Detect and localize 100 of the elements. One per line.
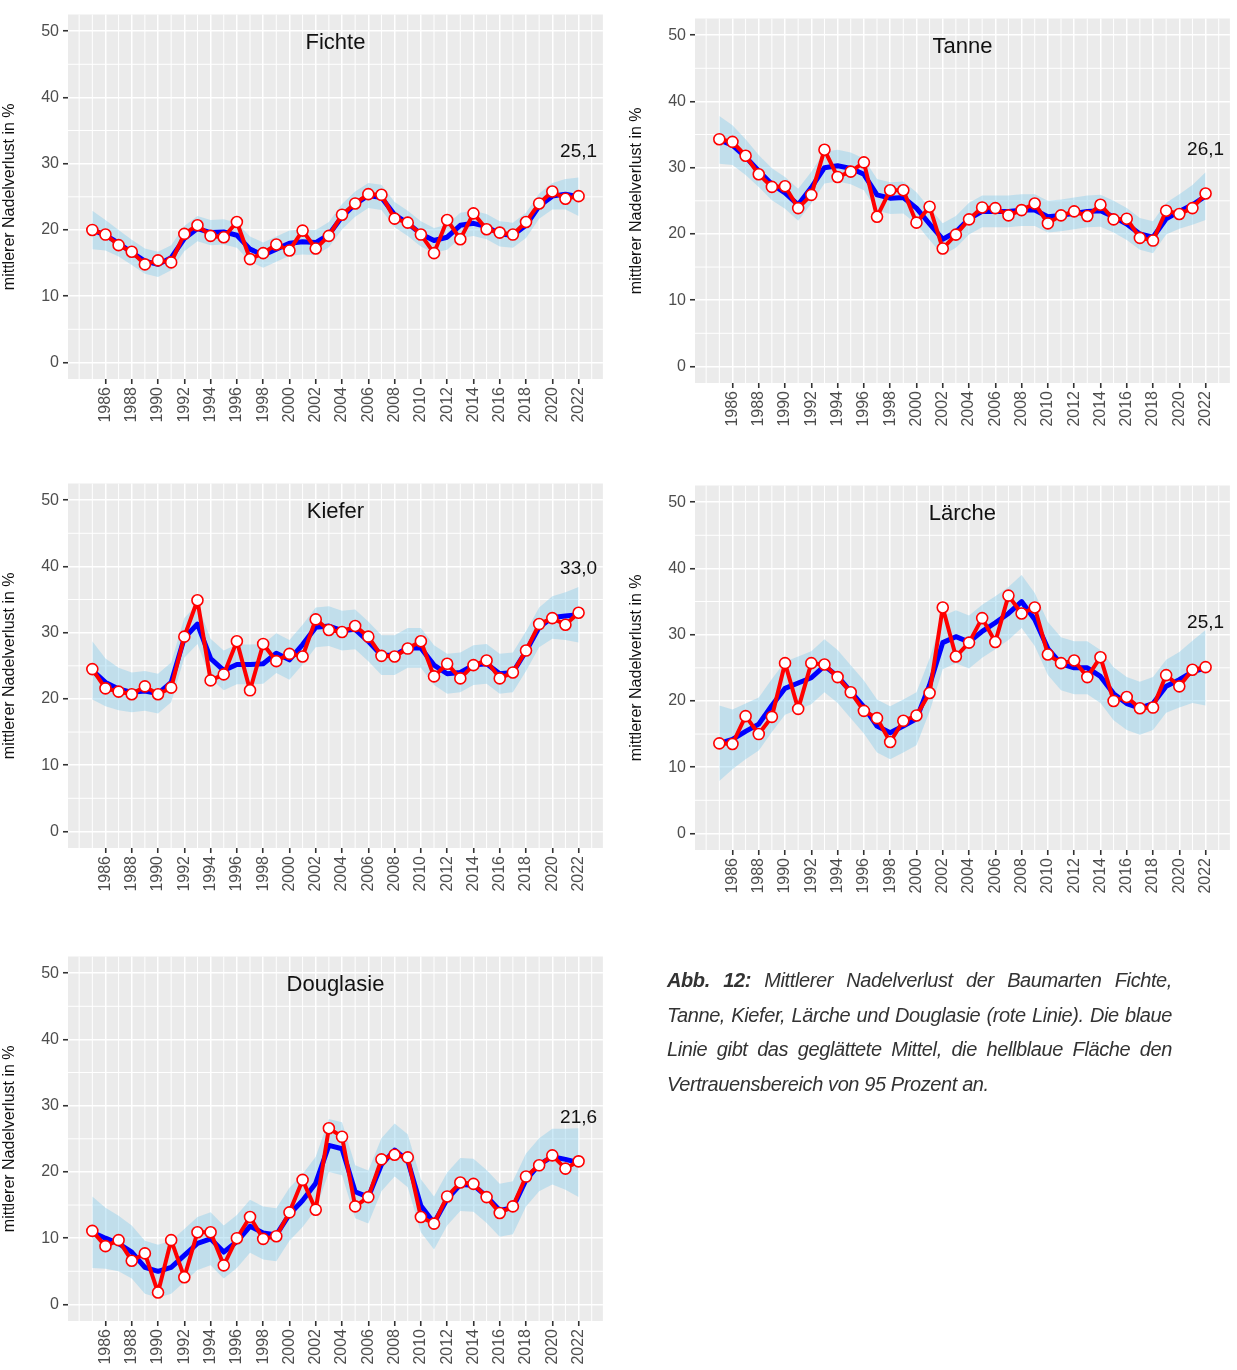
x-tick-label: 2008: [385, 855, 402, 892]
x-tick-label: 2018: [1143, 390, 1161, 427]
x-tick-label: 2002: [306, 386, 324, 423]
x-tick-label: 1986: [95, 1328, 113, 1365]
point: [519, 644, 533, 657]
point: [1081, 670, 1094, 684]
y-tick-label: 0: [50, 1294, 60, 1312]
y-tick-label: 30: [41, 623, 60, 641]
point: [388, 1148, 401, 1161]
point: [230, 215, 244, 229]
y-tick-label: 40: [41, 1029, 60, 1047]
x-tick-label: 2006: [985, 857, 1003, 894]
point: [454, 672, 467, 685]
point: [401, 642, 415, 655]
x-tick-label: 1998: [253, 386, 271, 423]
x-tick-label: 2012: [1064, 390, 1082, 427]
x-tick-label: 2004: [959, 390, 977, 427]
x-tick-label: 2000: [279, 386, 297, 423]
point: [414, 228, 428, 241]
y-tick-label: 20: [41, 689, 60, 707]
x-tick-label: 2012: [437, 855, 455, 892]
y-tick-label: 0: [677, 356, 687, 374]
point: [506, 666, 520, 679]
point: [1120, 212, 1134, 225]
data-label: 33,0: [560, 557, 598, 579]
point: [1107, 213, 1120, 226]
point: [1041, 648, 1055, 661]
point: [440, 213, 454, 227]
x-tick-label: 1992: [801, 857, 819, 894]
y-tick-label: 10: [41, 755, 60, 773]
point: [335, 1130, 349, 1144]
point: [897, 183, 910, 197]
text: Lärche: [928, 499, 997, 525]
x-tick-label: 1988: [122, 386, 140, 423]
x-tick-label: 2016: [1117, 390, 1135, 427]
point: [191, 218, 204, 232]
point: [752, 168, 766, 181]
point: [949, 650, 963, 663]
point: [322, 229, 336, 243]
point: [1028, 197, 1042, 210]
point: [112, 1233, 125, 1247]
y-tick-label: 0: [677, 823, 687, 841]
x-tick-label: 2022: [568, 855, 586, 892]
point: [739, 709, 752, 723]
point: [857, 156, 871, 169]
point: [844, 686, 858, 699]
point: [480, 654, 493, 667]
x-tick-label: 2016: [490, 855, 508, 892]
y-axis-title: mittlerer Nadelverlust in %: [0, 572, 18, 760]
point: [572, 606, 585, 620]
point: [857, 704, 871, 718]
point: [125, 1254, 139, 1268]
x-tick-label: 2006: [358, 1328, 376, 1365]
x-tick-label: 2012: [437, 386, 455, 423]
x-tick-label: 2016: [490, 1328, 508, 1365]
point: [923, 200, 936, 214]
x-tick-label: 1996: [854, 857, 872, 894]
point: [270, 654, 283, 668]
point: [923, 686, 936, 700]
point: [883, 735, 897, 749]
x-tick-label: 2020: [1169, 390, 1187, 427]
point: [243, 1210, 257, 1224]
y-tick-label: 50: [668, 25, 687, 43]
x-tick-label: 2018: [1143, 857, 1161, 894]
x-tick-label: 2014: [1090, 857, 1108, 894]
y-tick-label: 50: [668, 492, 687, 510]
point: [99, 228, 112, 241]
x-tick-label: 2010: [411, 1328, 429, 1365]
x-tick-label: 2004: [332, 1328, 350, 1365]
y-tick-label: 40: [41, 87, 60, 105]
point: [818, 658, 831, 671]
x-tick-label: 1996: [227, 386, 245, 423]
point: [164, 256, 178, 269]
point: [362, 630, 375, 643]
point: [1028, 601, 1042, 614]
y-tick-label: 20: [668, 691, 687, 709]
point: [831, 670, 844, 684]
point: [467, 1177, 480, 1191]
point: [164, 681, 178, 694]
point: [335, 208, 349, 221]
x-tick-label: 1988: [749, 857, 767, 894]
x-tick-label: 1998: [880, 857, 898, 894]
point: [296, 650, 309, 663]
data-label: 26,1: [1187, 137, 1225, 159]
point: [454, 1176, 467, 1189]
point: [1015, 203, 1028, 217]
text: Douglasie: [286, 970, 385, 996]
point: [975, 611, 989, 625]
x-tick-label: 2008: [385, 1328, 402, 1365]
point: [348, 1200, 362, 1213]
x-tick-label: 2006: [358, 386, 376, 423]
point: [1094, 198, 1107, 212]
y-tick-label: 30: [41, 154, 60, 172]
point: [99, 682, 112, 695]
x-tick-label: 1990: [775, 390, 793, 427]
x-tick-label: 2022: [1195, 390, 1213, 427]
x-tick-label: 1986: [722, 857, 740, 894]
point: [112, 685, 125, 698]
x-tick-label: 2020: [1169, 857, 1187, 894]
point: [778, 656, 792, 670]
